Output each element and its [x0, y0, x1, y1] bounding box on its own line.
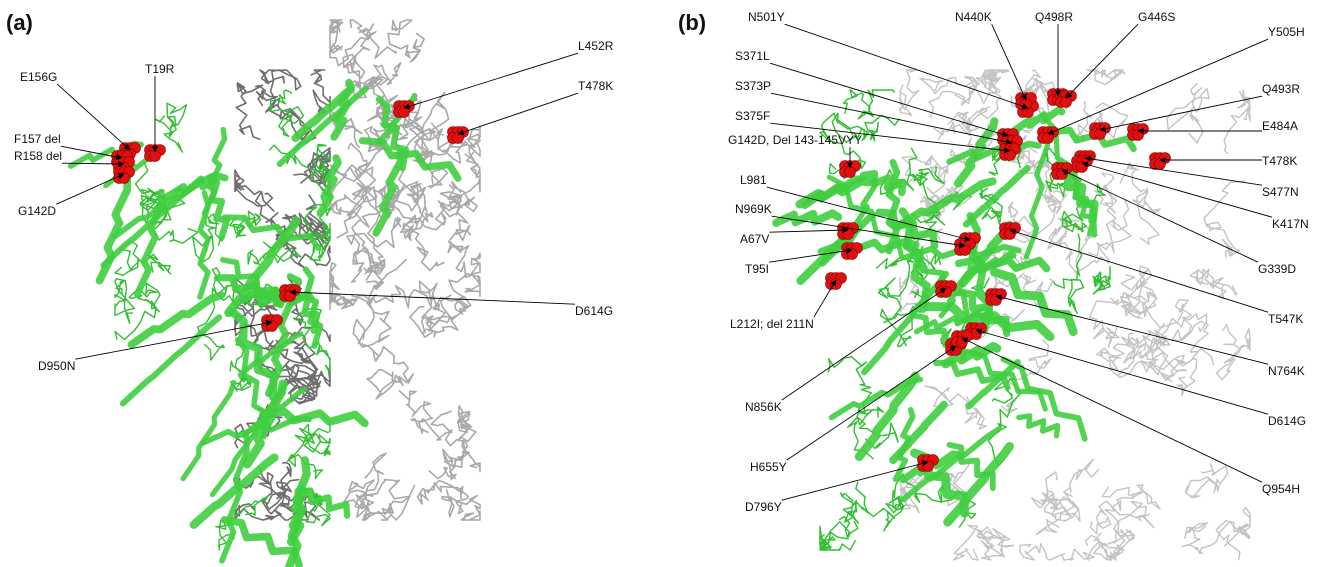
backbone	[1020, 541, 1106, 560]
mutation-site	[453, 133, 464, 144]
ribbon	[1019, 416, 1058, 436]
mutation-label: T95I	[745, 262, 769, 276]
backbone	[458, 406, 476, 442]
backbone	[330, 195, 371, 271]
mutation-label: N969K	[735, 202, 772, 216]
backbone	[361, 480, 410, 516]
mutation-label: R158 del	[14, 149, 62, 163]
mutation-site	[1043, 133, 1054, 144]
annotation-arrow	[1066, 24, 1138, 98]
mutation-site	[960, 245, 971, 256]
mutation-site	[150, 151, 161, 162]
backbone	[1167, 83, 1209, 143]
mutation-label: D614G	[1268, 414, 1306, 428]
backbone	[844, 90, 895, 119]
mutation-site	[1095, 129, 1106, 140]
mutation-site	[1061, 97, 1072, 108]
backbone	[353, 295, 390, 361]
backbone	[1216, 508, 1250, 561]
backbone	[900, 70, 919, 116]
backbone	[1128, 300, 1206, 332]
mutation-label: T478K	[578, 79, 613, 93]
backbone	[864, 490, 904, 531]
mutation-site	[399, 107, 410, 118]
panel-label: (b)	[678, 10, 706, 35]
panel-label: (a)	[6, 10, 33, 35]
annotation-arrow	[976, 330, 1268, 414]
backbone	[954, 525, 994, 560]
mutation-label: E156G	[20, 70, 57, 84]
mutation-label: S371L	[735, 49, 770, 63]
mutation-label: L981	[740, 173, 767, 187]
mutation-label: N764K	[1268, 364, 1305, 378]
mutation-label: G142D	[18, 204, 56, 218]
mutation-label: Y505H	[1268, 25, 1305, 39]
mutation-label: Q498R	[1035, 10, 1073, 24]
backbone	[344, 453, 386, 509]
mutation-label: G339D	[1258, 262, 1296, 276]
mutation-label: Q954H	[1262, 482, 1300, 496]
mutation-site	[1021, 99, 1032, 110]
annotation-arrow	[770, 63, 1008, 136]
mutation-site	[1005, 150, 1016, 161]
mutation-label: T478K	[1262, 154, 1297, 168]
mutation-label: D796Y	[745, 500, 782, 514]
ribbon	[832, 380, 921, 418]
annotation-arrow	[769, 250, 852, 262]
mutation-label: D614G	[575, 304, 613, 318]
figure: E156G T19R F157 del R158 del G142D L452R T478K…	[0, 0, 1327, 567]
annotation-arrow	[458, 93, 578, 134]
mutation-label: N501Y	[748, 10, 785, 24]
mutation-label: G142D, Del 143-145VYY	[728, 133, 862, 147]
backbone	[925, 386, 986, 429]
backbone	[330, 263, 349, 310]
mutation-label: A67V	[740, 232, 769, 246]
backbone	[978, 528, 1013, 560]
annotation-arrow	[769, 230, 848, 232]
mutation-label: T547K	[1268, 312, 1303, 326]
mutation-label: N440K	[955, 10, 992, 24]
backbone	[115, 279, 134, 324]
mutation-label: E484A	[1262, 119, 1298, 133]
mutation-label: S373P	[735, 79, 771, 93]
mutation-site	[845, 167, 856, 178]
mutation-label: H655Y	[750, 460, 787, 474]
annotation-arrow	[814, 280, 836, 317]
mutation-label: Q493R	[1262, 82, 1300, 96]
annotation-arrow	[57, 84, 130, 150]
backbone	[1190, 269, 1237, 298]
mutation-label: K417N	[1272, 217, 1309, 231]
protein-structure	[71, 20, 1250, 567]
mutation-label: G446S	[1138, 10, 1175, 24]
backbone	[399, 390, 453, 440]
backbone	[1141, 355, 1196, 395]
backbone	[1182, 522, 1248, 554]
backbone	[1185, 464, 1227, 498]
ribbon	[240, 334, 301, 375]
backbone	[351, 281, 437, 307]
annotation-arrow	[56, 174, 124, 204]
annotation-arrow	[404, 53, 578, 108]
mutation-label: D950N	[38, 359, 75, 373]
backbone	[1087, 70, 1125, 85]
mutation-label: N856K	[745, 400, 782, 414]
mutation-label: L452R	[578, 39, 614, 53]
mutation-label: T19R	[145, 62, 175, 76]
ribbon	[123, 317, 219, 403]
mutation-label: F157 del	[14, 132, 61, 146]
mutation-label: S375F	[735, 109, 770, 123]
backbone	[1093, 267, 1110, 295]
mutation-label: L212I; del 211N	[730, 317, 814, 331]
backbone	[388, 20, 424, 62]
backbone	[235, 170, 272, 206]
mutation-label: S477N	[1262, 185, 1299, 199]
